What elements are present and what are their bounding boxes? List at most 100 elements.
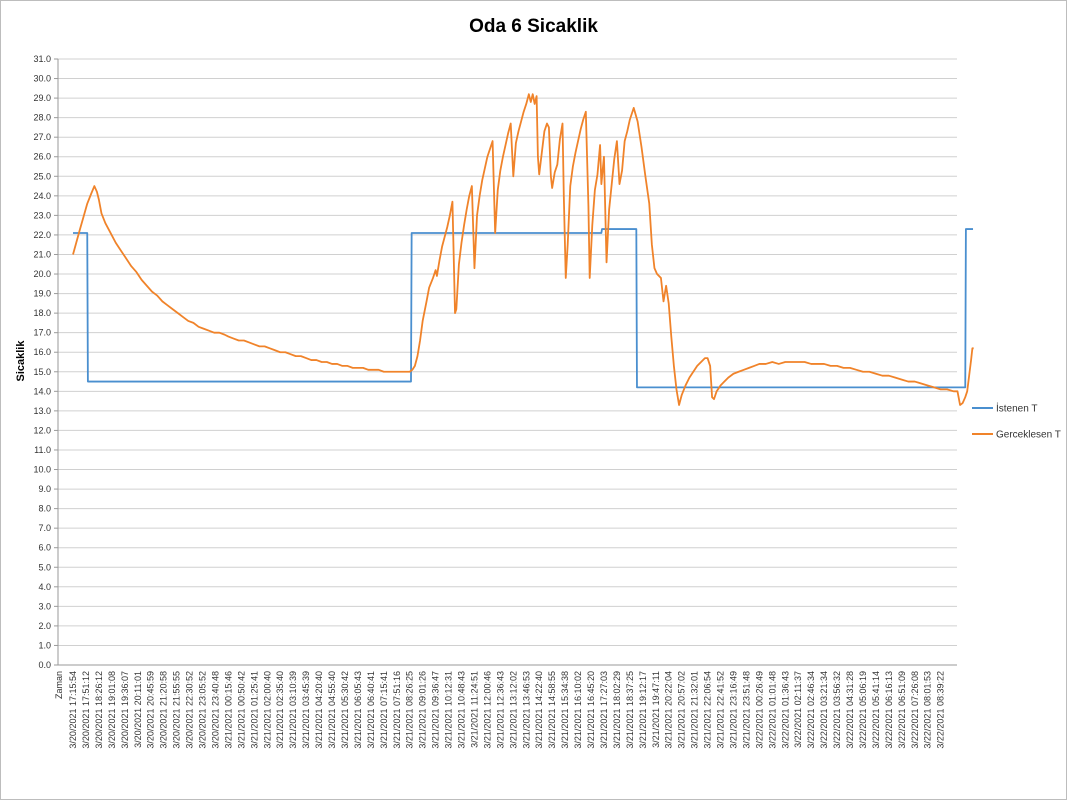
- y-tick-label: 31.0: [33, 54, 51, 64]
- x-tick-label: 3/21/2021 07:51:16: [392, 671, 402, 749]
- x-tick-label: 3/21/2021 10:48:43: [457, 671, 467, 749]
- x-tick-label: 3/20/2021 22:30:52: [185, 671, 195, 749]
- x-tick-label: 3/22/2021 05:41:14: [871, 671, 881, 749]
- x-tick-label: 3/22/2021 01:01:48: [767, 671, 777, 749]
- x-tick-label: 3/21/2021 13:46:53: [521, 671, 531, 749]
- x-tick-label: 3/21/2021 02:00:40: [262, 671, 272, 749]
- y-tick-label: 7.0: [38, 523, 51, 533]
- x-tick-label: 3/21/2021 20:22:04: [664, 671, 674, 749]
- y-tick-label: 4.0: [38, 582, 51, 592]
- x-tick-label: 3/22/2021 03:56:32: [832, 671, 842, 749]
- x-tick-label: 3/22/2021 06:51:09: [897, 671, 907, 749]
- x-tick-label: 3/21/2021 23:16:49: [728, 671, 738, 749]
- x-axis-title: Zaman: [54, 671, 64, 699]
- x-axis-ticks: Zaman 3/20/2021 17:15:54 3/20/2021 17:51:1…: [54, 671, 946, 749]
- x-tick-label: 3/21/2021 07:15:41: [379, 671, 389, 749]
- x-tick-label: 3/22/2021 07:26:08: [910, 671, 920, 749]
- x-tick-label: 3/21/2021 09:36:47: [431, 671, 441, 749]
- y-tick-label: 5.0: [38, 562, 51, 572]
- x-tick-label: 3/22/2021 00:26:49: [754, 671, 764, 749]
- y-tick-label: 8.0: [38, 504, 51, 514]
- y-tick-label: 30.0: [33, 74, 51, 84]
- x-tick-label: 3/21/2021 16:10:02: [573, 671, 583, 749]
- x-tick-label: 3/20/2021 21:20:58: [159, 671, 169, 749]
- y-tick-label: 28.0: [33, 113, 51, 123]
- x-tick-label: 3/21/2021 19:47:11: [651, 671, 661, 748]
- x-tick-label: 3/21/2021 12:00:46: [482, 671, 492, 749]
- series-line-1: [73, 228, 974, 389]
- y-tick-label: 17.0: [33, 328, 51, 338]
- y-tick-label: 27.0: [33, 132, 51, 142]
- legend: İstenen T Gerceklesen T: [972, 402, 1061, 441]
- x-tick-label: 3/21/2021 10:12:31: [444, 671, 454, 749]
- x-tick-label: 3/20/2021 17:51:12: [81, 671, 91, 749]
- x-tick-label: 3/21/2021 00:15:46: [223, 671, 233, 749]
- x-tick-label: 3/20/2021 18:26:12: [94, 671, 104, 749]
- y-tick-label: 14.0: [33, 386, 51, 396]
- x-tick-label: 3/21/2021 19:12:17: [638, 671, 648, 749]
- x-tick-label: 3/20/2021 19:36:07: [120, 671, 130, 749]
- y-tick-label: 19.0: [33, 289, 51, 299]
- x-tick-label: 3/20/2021 20:11:01: [133, 671, 143, 748]
- x-tick-label: 3/21/2021 06:40:41: [366, 671, 376, 749]
- x-tick-label: 3/22/2021 01:36:43: [780, 671, 790, 749]
- y-tick-label: 9.0: [38, 484, 51, 494]
- y-tick-label: 29.0: [33, 93, 51, 103]
- x-tick-label: 3/21/2021 04:20:40: [314, 671, 324, 749]
- x-tick-label: 3/21/2021 00:50:42: [236, 671, 246, 749]
- x-tick-label: 3/22/2021 03:21:34: [819, 671, 829, 749]
- x-tick-label: 3/21/2021 02:35:40: [275, 671, 285, 749]
- x-tick-label: 3/22/2021 02:11:37: [793, 671, 803, 748]
- x-tick-label: 3/20/2021 21:55:55: [172, 671, 182, 749]
- y-tick-label: 11.0: [34, 445, 51, 455]
- x-tick-label: 3/21/2021 18:37:25: [625, 671, 635, 749]
- x-tick-label: 3/21/2021 15:34:38: [560, 671, 570, 749]
- y-tick-label: 15.0: [33, 367, 51, 377]
- x-tick-label: 3/21/2021 14:22:40: [534, 671, 544, 749]
- x-tick-label: 3/21/2021 03:10:39: [288, 671, 298, 749]
- x-tick-label: 3/21/2021 13:12:02: [508, 671, 518, 749]
- y-tick-label: 6.0: [38, 543, 51, 553]
- x-tick-label: 3/20/2021 23:05:52: [198, 671, 208, 749]
- y-tick-label: 25.0: [33, 171, 51, 181]
- x-tick-label: 3/22/2021 08:01:53: [923, 671, 933, 749]
- y-tick-label: 12.0: [33, 425, 51, 435]
- x-tick-label: 3/20/2021 20:45:59: [146, 671, 156, 749]
- x-tick-label: 3/21/2021 06:05:43: [353, 671, 363, 749]
- y-tick-label: 20.0: [33, 269, 51, 279]
- x-tick-label: 3/21/2021 18:02:29: [612, 671, 622, 749]
- series-lines: [72, 93, 974, 406]
- x-tick-label: 3/21/2021 11:24:51: [469, 671, 479, 748]
- y-axis-ticks: 0.0 1.0 2.0 3.0 4.0 5.0 6.0 7.0 8.0 9.0 10.0 11.0 12…: [33, 54, 58, 670]
- x-tick-label: 3/22/2021 06:16:13: [884, 671, 894, 749]
- y-tick-label: 16.0: [33, 347, 51, 357]
- x-tick-label: 3/21/2021 09:01:26: [418, 671, 428, 749]
- y-tick-label: 13.0: [33, 406, 51, 416]
- x-tick-label: 3/21/2021 22:06:54: [703, 671, 713, 749]
- x-tick-label: 3/21/2021 22:41:52: [716, 671, 726, 749]
- y-tick-label: 21.0: [33, 249, 51, 259]
- x-tick-label: 3/21/2021 12:36:43: [495, 671, 505, 749]
- y-tick-label: 1.0: [38, 640, 51, 650]
- x-tick-label: 3/21/2021 21:32:01: [690, 671, 700, 749]
- x-tick-label: 3/21/2021 04:55:40: [327, 671, 337, 749]
- series-line-2: [72, 93, 974, 406]
- x-tick-label: 3/22/2021 05:06:19: [858, 671, 868, 749]
- x-tick-label: 3/21/2021 01:25:41: [249, 671, 259, 749]
- x-tick-label: 3/22/2021 08:39:22: [936, 671, 946, 749]
- x-tick-label: 3/20/2021 17:15:54: [68, 671, 78, 749]
- y-tick-label: 10.0: [33, 465, 51, 475]
- y-tick-label: 24.0: [33, 191, 51, 201]
- y-tick-label: 22.0: [33, 230, 51, 240]
- chart-title: Oda 6 Sicaklik: [469, 16, 598, 37]
- x-tick-label: 3/21/2021 23:51:48: [741, 671, 751, 749]
- x-tick-label: 3/21/2021 20:57:02: [677, 671, 687, 749]
- x-tick-label: 3/22/2021 04:31:28: [845, 671, 855, 749]
- x-tick-label: 3/21/2021 16:45:20: [586, 671, 596, 749]
- x-tick-label: 3/20/2021 19:01:08: [107, 671, 117, 749]
- y-tick-label: 26.0: [33, 152, 51, 162]
- x-tick-label: 3/20/2021 23:40:48: [210, 671, 220, 749]
- legend-label: İstenen T: [996, 402, 1038, 415]
